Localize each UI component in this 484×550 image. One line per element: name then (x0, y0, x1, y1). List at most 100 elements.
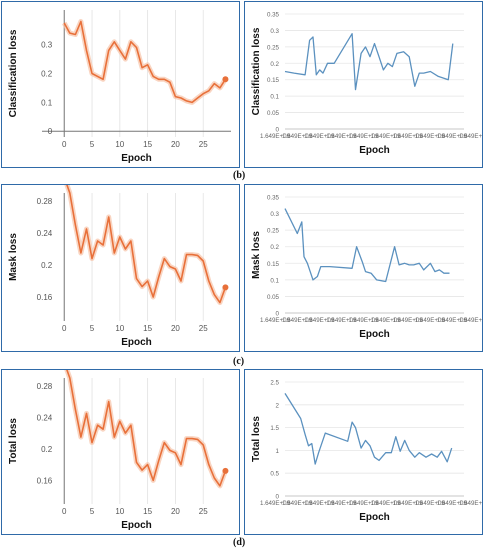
y-tick-label: 0.5 (270, 471, 279, 478)
x-tick-label: 20 (171, 140, 180, 149)
chart-total-epoch: 0 5 10 15 20 25 0.16 0.2 0.24 0.28 Epoch Total loss (8, 370, 231, 531)
y-tick-label: 0.28 (37, 197, 53, 206)
series-line (284, 33, 454, 91)
y-tick-label: 0 (48, 127, 53, 136)
x-axis-label: Epoch (121, 520, 152, 531)
x-tick-label: 25 (199, 324, 208, 333)
y-axis-label: Classification loss (8, 29, 19, 117)
y-tick-label: 0.05 (267, 294, 280, 301)
x-tick-label: 0 (62, 324, 67, 333)
y-tick-label: 1 (276, 448, 280, 455)
x-tick-label: 0 (62, 140, 67, 149)
y-axis-label: Classification loss (251, 27, 262, 115)
y-tick-label: 0.3 (270, 211, 279, 218)
y-tick-label: 0.28 (37, 382, 53, 391)
y-tick-label: 0 (276, 127, 280, 134)
x-tick-label: 1.649E+09 (326, 133, 357, 140)
subfigure-label-b: (b) (233, 170, 246, 181)
x-tick-label: 1.649E+09 (282, 500, 313, 507)
y-tick-label: 0 (276, 494, 280, 501)
x-tick-label: 15 (143, 507, 152, 516)
y-axis-label: Mask loss (251, 231, 262, 279)
x-tick-label: 25 (199, 140, 208, 149)
x-tick-label: 1.649E+09 (304, 133, 335, 140)
x-axis-label: Epoch (359, 329, 390, 340)
y-tick-label: 0.35 (267, 12, 280, 19)
x-tick-label: 1.649E+09 (437, 317, 468, 324)
x-tick-label: 1.649E+09 (459, 500, 482, 507)
x-tick-label: 1.649E+09 (326, 317, 357, 324)
x-tick-label: 1.649E+09 (348, 133, 379, 140)
chart-total-time: 00.511.522.51.649E+091.649E+091.649E+091… (251, 380, 482, 524)
x-tick-label: 1.649E+09 (282, 133, 313, 140)
x-tick-label: 1.649E+09 (415, 500, 446, 507)
x-tick-label: 5 (90, 507, 95, 516)
y-tick-label: 0.2 (41, 445, 53, 454)
panel-classification-epoch: 0 5 10 15 20 25 0 0.1 0.2 0.3 Epoch Classification … (1, 1, 240, 168)
x-tick-label: 1.649E+09 (437, 133, 468, 140)
subfigure-label-c: (c) (233, 356, 245, 367)
y-tick-label: 0.25 (267, 44, 280, 51)
y-tick-label: 0.35 (267, 195, 280, 202)
y-tick-label: 0.2 (270, 61, 279, 68)
y-tick-label: 0.16 (37, 293, 53, 302)
x-axis-label: Epoch (359, 512, 390, 523)
y-tick-label: 2.5 (270, 380, 279, 387)
x-tick-label: 15 (143, 324, 152, 333)
y-tick-label: 0.15 (267, 261, 280, 268)
x-tick-label: 1.649E+09 (348, 500, 379, 507)
y-tick-label: 0.15 (267, 77, 280, 84)
panel-classification-time: 0 0.05 0.1 0.15 0.2 0.25 0.3 0.35 1.649E+09 1.649… (244, 1, 483, 168)
x-tick-label: 1.649E+09 (260, 133, 291, 140)
series-end-point (222, 284, 229, 291)
x-tick-label: 1.649E+09 (260, 500, 291, 507)
x-tick-label: 1.649E+09 (459, 133, 482, 140)
y-axis-label: Total loss (8, 418, 19, 464)
y-tick-label: 0.24 (37, 413, 53, 422)
subfigure-label-d: (d) (233, 537, 246, 548)
x-tick-label: 1.649E+09 (393, 317, 424, 324)
y-tick-label: 0.1 (41, 98, 53, 107)
y-tick-label: 0.24 (37, 229, 53, 238)
chart-classification-epoch: 0 5 10 15 20 25 0 0.1 0.2 0.3 Epoch Classification … (8, 10, 231, 164)
series-end-point (222, 467, 229, 474)
x-axis-label: Epoch (121, 153, 152, 164)
x-tick-label: 1.649E+09 (326, 500, 357, 507)
x-tick-label: 1.649E+09 (393, 133, 424, 140)
x-tick-label: 1.649E+09 (304, 317, 335, 324)
y-tick-label: 0.16 (37, 476, 53, 485)
y-tick-label: 0.2 (270, 244, 279, 251)
x-tick-label: 0 (62, 507, 67, 516)
x-tick-label: 20 (171, 324, 180, 333)
chart-mask-time: 00.050.10.150.20.250.30.351.649E+091.649… (251, 195, 482, 341)
x-tick-label: 1.649E+09 (437, 500, 468, 507)
x-tick-label: 10 (115, 507, 124, 516)
y-tick-label: 1.5 (270, 425, 279, 432)
x-tick-label: 1.649E+09 (415, 133, 446, 140)
x-tick-label: 1.649E+09 (348, 317, 379, 324)
x-tick-label: 1.649E+09 (415, 317, 446, 324)
panel-mask-time: 0 0.05 0.1 0.15 0.2 0.25 0.3 0.35 1.649E+09 1.649… (244, 184, 483, 352)
series-line (284, 393, 453, 465)
y-tick-label: 0.2 (41, 261, 53, 270)
x-tick-label: 5 (90, 324, 95, 333)
series-line (63, 20, 227, 104)
y-tick-label: 0.05 (267, 110, 280, 117)
y-tick-label: 0 (276, 311, 280, 318)
x-tick-label: 1.649E+09 (459, 317, 482, 324)
y-tick-label: 0.2 (41, 70, 53, 79)
x-tick-label: 1.649E+09 (282, 317, 313, 324)
series-line (66, 185, 227, 304)
series-line (284, 208, 450, 283)
x-tick-label: 10 (115, 324, 124, 333)
panel-mask-epoch: 0 5 10 15 20 25 0.16 0.2 0.24 0.28 Epoch Mask loss (1, 184, 240, 352)
y-axis-label: Total loss (251, 416, 262, 462)
panel-total-epoch: 0 5 10 15 20 25 0.16 0.2 0.24 0.28 Epoch Total loss (1, 369, 240, 535)
y-tick-label: 0.3 (270, 28, 279, 35)
x-axis-label: Epoch (121, 337, 152, 348)
series-end-point (222, 76, 229, 83)
x-tick-label: 15 (143, 140, 152, 149)
x-tick-label: 1.649E+09 (393, 500, 424, 507)
chart-classification-time: 00.050.10.150.20.250.30.351.649E+091.649… (251, 12, 482, 157)
y-tick-label: 0.3 (41, 41, 53, 50)
